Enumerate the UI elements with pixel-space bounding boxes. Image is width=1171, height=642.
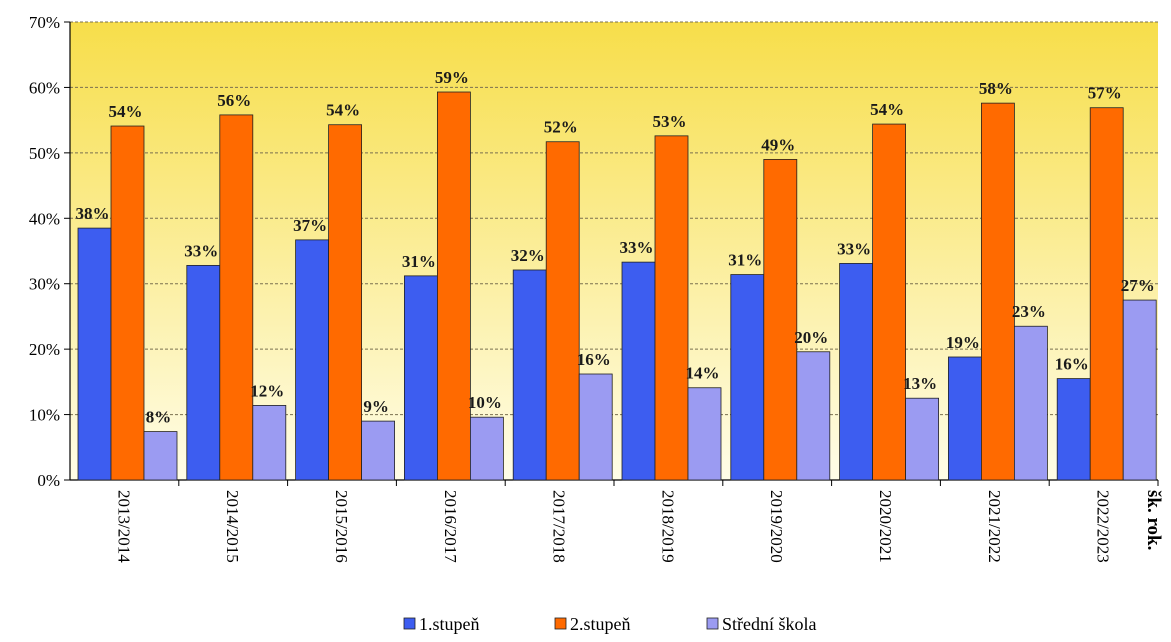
x-tick-label: 2017/2018 <box>550 490 569 563</box>
data-label: 52% <box>544 118 578 137</box>
x-tick-label: 2020/2021 <box>876 490 895 563</box>
data-label: 33% <box>837 239 871 258</box>
data-label: 32% <box>511 246 545 265</box>
data-label: 54% <box>109 102 143 121</box>
x-tick-label: 2015/2016 <box>332 490 351 563</box>
bar <box>1056 378 1091 481</box>
x-tick-label: 2021/2022 <box>985 490 1004 563</box>
data-label: 38% <box>76 204 110 223</box>
bar <box>763 158 798 481</box>
bar <box>512 269 547 481</box>
data-label: 54% <box>870 100 904 119</box>
x-tick-label: 2014/2015 <box>223 490 242 563</box>
data-label: 23% <box>1012 302 1046 321</box>
bar <box>1014 325 1048 481</box>
data-label: 20% <box>794 328 828 347</box>
bar <box>1089 107 1124 481</box>
bar <box>469 416 504 481</box>
y-tick-label: 20% <box>29 340 60 359</box>
legend-label: 2.stupeň <box>570 614 631 634</box>
bar <box>905 397 939 481</box>
bar <box>77 227 112 481</box>
data-label: 8% <box>146 408 172 427</box>
bar <box>143 431 178 481</box>
data-label: 56% <box>217 91 251 110</box>
data-label: 31% <box>402 252 436 271</box>
data-label: 57% <box>1088 84 1122 103</box>
data-label: 37% <box>293 216 327 235</box>
data-label: 53% <box>653 112 687 131</box>
x-tick-label: 2019/2020 <box>767 490 786 563</box>
legend-label: 1.stupeň <box>419 614 480 634</box>
data-label: 33% <box>184 241 218 260</box>
bar <box>578 373 613 481</box>
bar <box>328 124 363 481</box>
bar <box>545 141 580 481</box>
data-label: 9% <box>363 397 389 416</box>
bar <box>186 264 221 481</box>
data-label: 16% <box>1055 355 1089 374</box>
x-tick-label: 2016/2017 <box>441 490 460 563</box>
y-tick-label: 30% <box>29 275 60 294</box>
y-tick-label: 0% <box>37 471 60 490</box>
bar <box>1122 299 1157 481</box>
y-tick-label: 50% <box>29 144 60 163</box>
data-label: 59% <box>435 68 469 87</box>
data-label: 13% <box>903 374 937 393</box>
legend-swatch <box>554 617 567 630</box>
data-label: 27% <box>1121 276 1155 295</box>
bar <box>981 102 1015 481</box>
bar <box>730 274 765 481</box>
data-label: 10% <box>468 393 502 412</box>
bar <box>252 405 287 481</box>
bar <box>796 351 831 481</box>
bar <box>654 135 689 481</box>
y-tick-label: 10% <box>29 406 60 425</box>
bar <box>839 263 873 481</box>
y-tick-label: 40% <box>29 209 60 228</box>
bar <box>361 420 396 481</box>
bar <box>110 125 145 481</box>
legend-swatch <box>403 617 416 630</box>
bar <box>295 239 330 481</box>
data-label: 14% <box>686 364 720 383</box>
data-label: 19% <box>946 333 980 352</box>
x-tick-label: 2013/2014 <box>114 490 133 563</box>
bar <box>948 356 982 481</box>
data-label: 12% <box>250 381 284 400</box>
bar <box>872 123 906 481</box>
data-label: 58% <box>979 79 1013 98</box>
bar <box>403 275 438 481</box>
x-tick-label: 2018/2019 <box>658 490 677 563</box>
data-label: 31% <box>728 251 762 270</box>
data-label: 33% <box>620 238 654 257</box>
legend-label: Střední škola <box>722 614 817 634</box>
bar <box>687 387 722 481</box>
bar <box>436 91 471 481</box>
data-label: 16% <box>577 350 611 369</box>
y-tick-label: 70% <box>29 13 60 32</box>
bar <box>621 261 656 481</box>
x-axis-title: šk. rok. <box>1143 490 1164 550</box>
bar <box>219 114 254 481</box>
y-tick-label: 60% <box>29 78 60 97</box>
data-label: 54% <box>326 101 360 120</box>
legend-swatch <box>706 617 719 630</box>
data-label: 49% <box>761 135 795 154</box>
x-tick-label: 2022/2023 <box>1094 490 1113 563</box>
